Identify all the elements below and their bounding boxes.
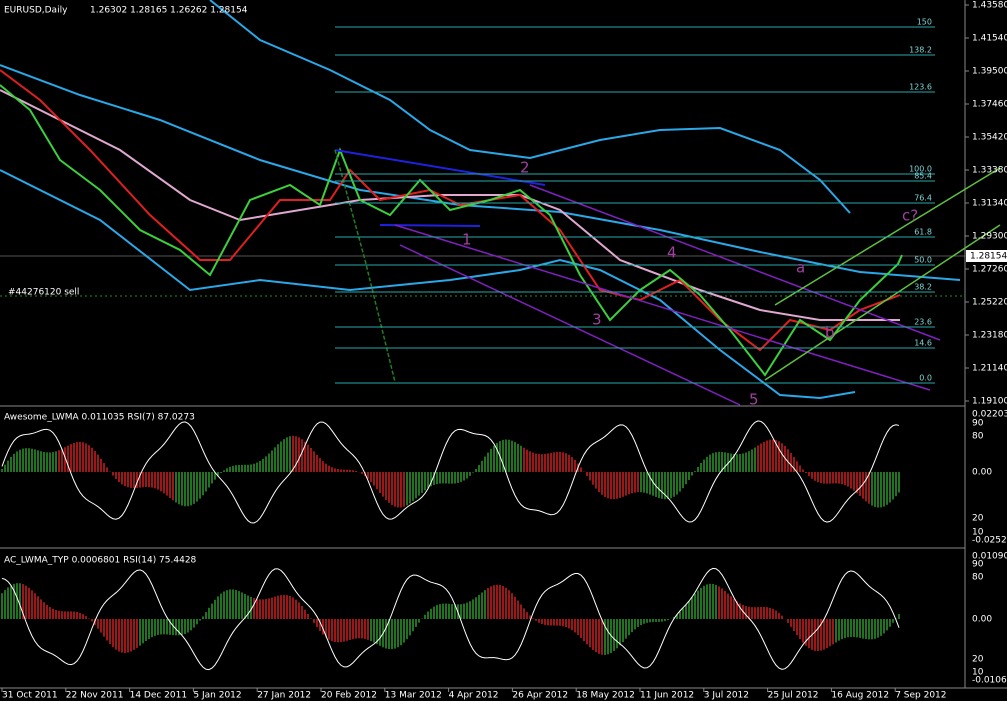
date-label: 14 Dec 2011 [130, 691, 188, 701]
panel-axis-label: 80 [972, 432, 984, 442]
date-label: 18 May 2012 [576, 691, 635, 701]
panel-axis-label: -0.010635 [972, 676, 1007, 686]
date-label: 11 Jun 2012 [640, 691, 694, 701]
date-label: 22 Nov 2011 [66, 691, 124, 701]
rsi-line [1, 567, 900, 671]
price-label: 1.41540 [972, 34, 1007, 44]
price-label: 1.31340 [972, 199, 1007, 209]
date-label: 26 Apr 2012 [512, 691, 568, 701]
panel-axis-label: 10 [972, 668, 984, 678]
fib-label: 150 [917, 18, 932, 27]
fib-label: 123.6 [909, 83, 932, 92]
panel-axis-label: -0.025261 [972, 536, 1007, 546]
panel-axis-label: 0.00 [972, 615, 992, 625]
price-label: 1.27260 [972, 265, 1007, 275]
order-label: #44276120 sell [8, 288, 79, 298]
trendline [334, 149, 546, 186]
panel-title: Awesome_LWMA 0.011035 RSI(7) 87.0273 [4, 413, 195, 423]
fib-label: 100.0 [909, 165, 932, 174]
date-label: 7 Sep 2012 [895, 691, 946, 701]
price-label: 1.25220 [972, 298, 1007, 308]
chart-header: EURUSD,Daily [4, 6, 68, 16]
fib-label: 50.0 [914, 256, 932, 265]
panel-axis-label: 80 [972, 573, 984, 583]
fib-label: 38.2 [914, 283, 932, 292]
channel [764, 224, 1001, 381]
panel-axis-label: 0.00 [972, 468, 992, 478]
panel-axis-label: 90 [972, 560, 984, 570]
wave-label: 2 [520, 159, 530, 177]
date-label: 25 Jul 2012 [768, 691, 819, 701]
fib-label: 76.4 [914, 194, 932, 203]
panel-axis-label: 20 [972, 655, 984, 665]
date-label: 31 Oct 2011 [2, 691, 58, 701]
price-label: 1.23180 [972, 331, 1007, 341]
wave-label: 5 [749, 391, 759, 409]
date-label: 13 Mar 2012 [385, 691, 442, 701]
wave-label: c? [902, 207, 918, 225]
channel [399, 244, 741, 406]
wave-label: 1 [462, 231, 472, 249]
fib-label: 23.6 [914, 318, 932, 327]
band-upper [209, 0, 851, 214]
price [0, 84, 903, 377]
fib-label: 14.6 [914, 339, 932, 348]
price-label: 1.21140 [972, 364, 1007, 374]
fib-anchor [334, 149, 396, 383]
price-label: 1.29300 [972, 232, 1007, 242]
chart-quote: 1.26302 1.28165 1.26262 1.28154 [90, 6, 248, 16]
date-label: 4 Apr 2012 [449, 691, 499, 701]
panel-axis-label: 10 [972, 528, 984, 538]
panel-title: AC_LWMA_TYP 0.0006801 RSI(14) 75.4428 [4, 556, 197, 566]
date-label: 20 Feb 2012 [321, 691, 377, 701]
fib-label: 85.4 [914, 172, 932, 181]
wave-label: b [825, 324, 835, 342]
date-label: 3 Jul 2012 [704, 691, 749, 701]
channel [529, 184, 941, 341]
price-label: 1.39500 [972, 67, 1007, 77]
panel-axis-label: 90 [972, 419, 984, 429]
price-label: 1.33380 [972, 166, 1007, 176]
date-label: 27 Jan 2012 [257, 691, 311, 701]
current-price-box [966, 250, 1007, 262]
channel [394, 224, 931, 391]
fib-label: 138.2 [909, 46, 932, 55]
current-price: 1.28154 [970, 252, 1007, 262]
fib-label: 0.0 [919, 374, 932, 383]
date-label: 16 Aug 2012 [831, 691, 889, 701]
rsi-line [1, 420, 900, 524]
panel-axis-label: 0.022035 [972, 410, 1007, 420]
panel-axis-label: 20 [972, 514, 984, 524]
price-label: 1.19100 [972, 397, 1007, 407]
wave-label: 4 [667, 244, 677, 262]
price-label: 1.35420 [972, 133, 1007, 143]
price-label: 1.43580 [972, 1, 1007, 11]
wave-label: a [796, 259, 805, 277]
fib-label: 61.8 [914, 228, 932, 237]
price-label: 1.37460 [972, 100, 1007, 110]
wave-label: 3 [592, 311, 602, 329]
date-label: 5 Jan 2012 [193, 691, 241, 701]
